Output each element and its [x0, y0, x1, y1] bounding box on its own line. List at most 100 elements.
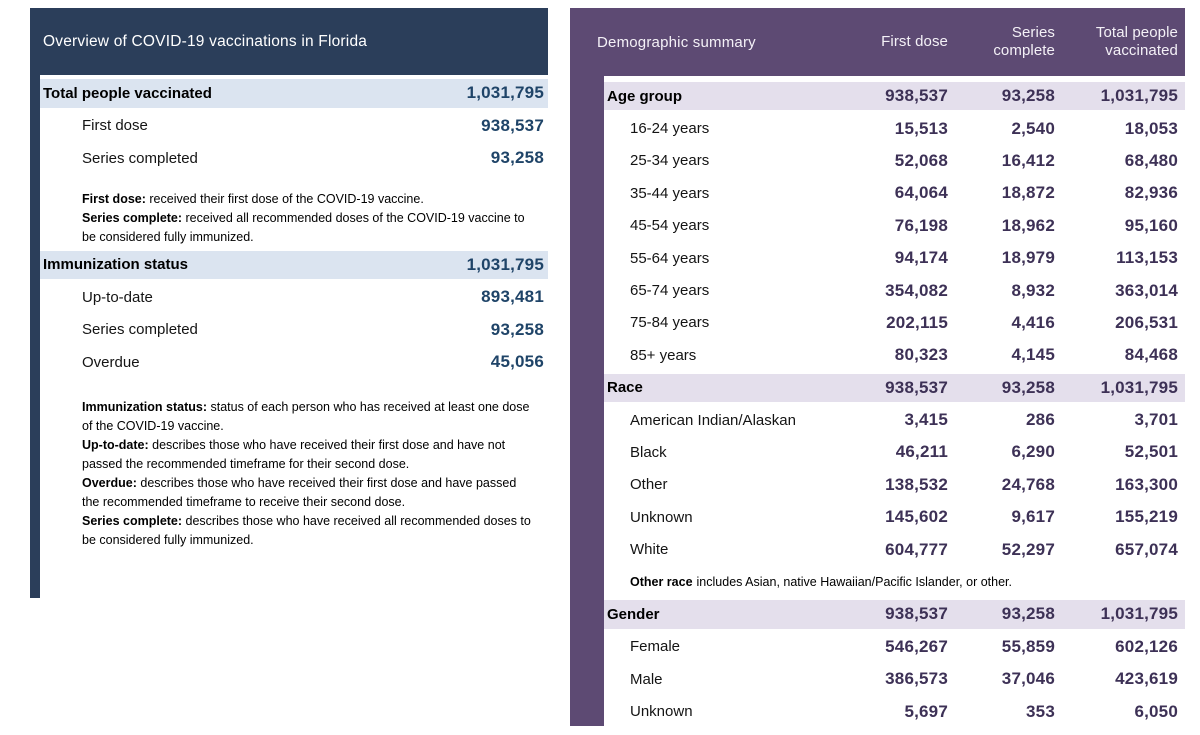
table-row: Black 46,211 6,290 52,501 [604, 436, 1185, 468]
cell-series-complete: 24,768 [1001, 474, 1055, 494]
table-row: 55-64 years 94,174 18,979 113,153 [604, 242, 1185, 274]
gender-section-row: Gender 938,537 93,258 1,031,795 [604, 598, 1185, 631]
cell-total-vaccinated: 18,053 [1124, 118, 1178, 138]
overview-panel-title: Overview of COVID-19 vaccinations in Flo… [43, 32, 368, 50]
cell-series-complete: 353 [1026, 701, 1055, 721]
cell-total-vaccinated: 6,050 [1134, 701, 1178, 721]
table-row: 85+ years 80,323 4,145 84,468 [604, 339, 1185, 371]
demographic-table-header: Demographic summary First dose Series co… [570, 8, 1185, 76]
table-row: 35-44 years 64,064 18,872 82,936 [604, 177, 1185, 209]
race-section-row: Race 938,537 93,258 1,031,795 [604, 371, 1185, 404]
row-label: American Indian/Alaskan [630, 411, 796, 429]
section-value: 1,031,795 [466, 254, 544, 274]
note-term: Series complete: [82, 513, 183, 528]
note-text: status of each person who has received a… [82, 399, 530, 433]
cell-total-vaccinated: 602,126 [1115, 636, 1178, 656]
cell-first-dose: 94,174 [894, 248, 948, 268]
row-label: Unknown [630, 703, 693, 721]
cell-series-complete: 6,290 [1011, 442, 1055, 462]
note-text: describes those who have received their … [82, 475, 517, 509]
status-definitions-note: Immunization status: status of each pers… [82, 398, 534, 550]
table-row: Male 386,573 37,046 423,619 [604, 663, 1185, 695]
row-value: 93,258 [490, 148, 544, 168]
table-row: Female 546,267 55,859 602,126 [604, 631, 1185, 663]
demographic-table: Age group 938,537 93,258 1,031,795 16-24… [604, 76, 1185, 728]
cell-total-vaccinated: 363,014 [1115, 280, 1178, 300]
note-term: Overdue: [82, 475, 137, 490]
column-header-total-vaccinated: Total people vaccinated [1095, 24, 1178, 59]
series-completed-status-row: Series completed 93,258 [40, 314, 548, 347]
cell-first-dose: 46,211 [895, 442, 948, 462]
cell-first-dose: 546,267 [885, 636, 948, 656]
cell-total-vaccinated: 3,701 [1134, 410, 1178, 430]
cell-first-dose: 386,573 [885, 669, 948, 689]
cell-series-complete: 93,258 [1001, 377, 1055, 397]
row-label: 25-34 years [630, 152, 710, 170]
cell-total-vaccinated: 163,300 [1115, 474, 1178, 494]
demographic-table-title: Demographic summary [597, 33, 756, 51]
cell-series-complete: 37,046 [1001, 669, 1055, 689]
overview-panel-header: Overview of COVID-19 vaccinations in Flo… [30, 8, 548, 75]
cell-first-dose: 938,537 [885, 377, 948, 397]
cell-series-complete: 18,979 [1001, 248, 1055, 268]
table-row: American Indian/Alaskan 3,415 286 3,701 [604, 404, 1185, 436]
cell-first-dose: 145,602 [885, 507, 948, 527]
first-dose-row: First dose 938,537 [40, 110, 548, 143]
cell-series-complete: 55,859 [1001, 636, 1055, 656]
cell-total-vaccinated: 52,501 [1124, 442, 1178, 462]
cell-first-dose: 52,068 [894, 150, 948, 170]
row-label: Female [630, 638, 681, 656]
cell-total-vaccinated: 84,468 [1124, 345, 1178, 365]
note-term: Series complete: [82, 210, 183, 225]
row-value: 938,537 [481, 115, 544, 135]
cell-total-vaccinated: 1,031,795 [1100, 86, 1178, 106]
cell-series-complete: 93,258 [1001, 604, 1055, 624]
row-label: Other [630, 476, 668, 494]
row-label: 75-84 years [630, 314, 710, 332]
row-label: White [630, 541, 669, 559]
table-row: 16-24 years 15,513 2,540 18,053 [604, 112, 1185, 144]
cell-first-dose: 354,082 [885, 280, 948, 300]
cell-first-dose: 80,323 [894, 345, 948, 365]
row-label: Black [630, 443, 667, 461]
row-label: First dose [82, 117, 148, 135]
cell-first-dose: 138,532 [885, 474, 948, 494]
row-label: Series completed [82, 321, 198, 339]
cell-series-complete: 18,962 [1001, 215, 1055, 235]
cell-first-dose: 604,777 [885, 539, 948, 559]
row-value: 93,258 [490, 319, 544, 339]
cell-series-complete: 9,617 [1011, 507, 1055, 527]
other-race-note: Other race includes Asian, native Hawaii… [604, 566, 1185, 598]
overdue-row: Overdue 45,056 [40, 346, 548, 379]
column-header-first-dose: First dose [881, 33, 948, 50]
row-label: 85+ years [630, 346, 697, 364]
row-label: 65-74 years [630, 282, 710, 300]
note-term: First dose: [82, 191, 146, 206]
overview-panel-accent-bar [30, 75, 40, 598]
row-label: Male [630, 670, 663, 688]
cell-total-vaccinated: 95,160 [1124, 215, 1178, 235]
row-value: 45,056 [490, 352, 544, 372]
note-text: received their first dose of the COVID-1… [145, 191, 424, 206]
cell-series-complete: 52,297 [1001, 539, 1055, 559]
cell-total-vaccinated: 155,219 [1115, 507, 1178, 527]
cell-first-dose: 3,415 [904, 410, 948, 430]
row-label: 16-24 years [630, 120, 710, 138]
table-row: 65-74 years 354,082 8,932 363,014 [604, 274, 1185, 306]
section-label: Race [607, 379, 643, 397]
row-label: Overdue [82, 353, 140, 371]
note-text: describes those who have received their … [82, 437, 506, 471]
cell-first-dose: 5,697 [904, 701, 948, 721]
note-term: Other race [630, 575, 693, 590]
table-row: Unknown 145,602 9,617 155,219 [604, 501, 1185, 533]
row-value: 893,481 [481, 287, 544, 307]
cell-total-vaccinated: 1,031,795 [1100, 377, 1178, 397]
cell-first-dose: 938,537 [885, 604, 948, 624]
cell-series-complete: 8,932 [1011, 280, 1055, 300]
dose-definitions-note: First dose: received their first dose of… [82, 190, 534, 247]
note-term: Immunization status: [82, 399, 208, 414]
up-to-date-row: Up-to-date 893,481 [40, 281, 548, 314]
row-label: Up-to-date [82, 288, 153, 306]
cell-series-complete: 93,258 [1001, 86, 1055, 106]
row-label: Series completed [82, 149, 198, 167]
